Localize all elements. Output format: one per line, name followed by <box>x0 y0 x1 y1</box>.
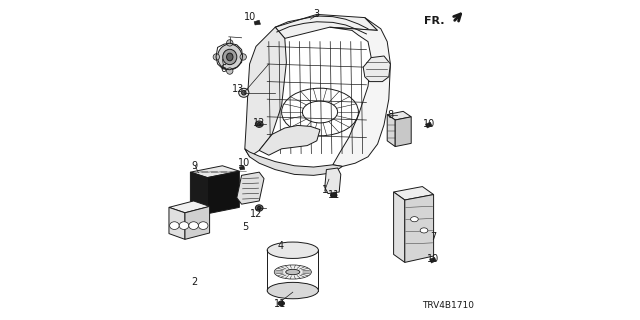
Ellipse shape <box>255 205 263 211</box>
Text: 4: 4 <box>278 241 284 251</box>
Text: 10: 10 <box>422 119 435 129</box>
Polygon shape <box>185 206 210 239</box>
Polygon shape <box>254 20 260 25</box>
Polygon shape <box>245 27 287 157</box>
Text: 12: 12 <box>250 209 262 220</box>
Text: 10: 10 <box>427 253 439 264</box>
Text: 9: 9 <box>191 161 198 171</box>
Text: TRV4B1710: TRV4B1710 <box>422 301 474 310</box>
Polygon shape <box>245 149 342 175</box>
Polygon shape <box>405 195 434 262</box>
Ellipse shape <box>240 54 246 60</box>
Text: 10: 10 <box>237 158 250 168</box>
Polygon shape <box>364 56 390 82</box>
Text: 12: 12 <box>253 118 266 128</box>
Ellipse shape <box>170 222 179 229</box>
Polygon shape <box>169 207 185 239</box>
Polygon shape <box>330 18 390 166</box>
Ellipse shape <box>274 265 311 279</box>
Polygon shape <box>169 201 210 213</box>
Text: 10: 10 <box>244 12 257 22</box>
Text: 3: 3 <box>314 9 320 20</box>
Text: 11: 11 <box>328 189 340 200</box>
Ellipse shape <box>227 40 233 46</box>
Ellipse shape <box>267 242 319 259</box>
Text: 5: 5 <box>243 222 249 232</box>
Text: 8: 8 <box>387 109 394 120</box>
Ellipse shape <box>242 91 246 95</box>
Ellipse shape <box>218 44 242 70</box>
Ellipse shape <box>213 54 220 60</box>
Polygon shape <box>191 172 207 214</box>
Polygon shape <box>396 117 412 147</box>
Text: 11: 11 <box>273 299 286 309</box>
Ellipse shape <box>257 123 261 126</box>
Ellipse shape <box>420 228 428 233</box>
Polygon shape <box>191 166 239 178</box>
Text: 6: 6 <box>220 64 227 74</box>
Polygon shape <box>387 111 412 120</box>
Text: 1: 1 <box>322 185 328 196</box>
Polygon shape <box>239 166 245 170</box>
Ellipse shape <box>189 222 198 229</box>
Text: 2: 2 <box>191 276 198 287</box>
Ellipse shape <box>223 49 237 65</box>
Ellipse shape <box>179 222 189 229</box>
Polygon shape <box>325 168 340 194</box>
Ellipse shape <box>331 193 337 197</box>
Ellipse shape <box>255 121 263 127</box>
Text: FR.: FR. <box>424 16 445 26</box>
Polygon shape <box>207 171 239 214</box>
Ellipse shape <box>198 222 208 229</box>
Ellipse shape <box>257 206 261 210</box>
Polygon shape <box>430 257 436 263</box>
Text: 13: 13 <box>232 84 244 94</box>
Text: 7: 7 <box>431 232 436 242</box>
Ellipse shape <box>285 269 300 275</box>
Ellipse shape <box>411 217 419 222</box>
Polygon shape <box>387 115 396 147</box>
Ellipse shape <box>227 53 233 61</box>
Polygon shape <box>237 172 264 204</box>
Polygon shape <box>259 125 320 155</box>
Polygon shape <box>394 192 405 262</box>
Ellipse shape <box>267 282 319 299</box>
Ellipse shape <box>227 68 233 74</box>
Ellipse shape <box>278 301 284 306</box>
Polygon shape <box>275 14 378 38</box>
Polygon shape <box>394 187 434 200</box>
Polygon shape <box>426 122 432 128</box>
Ellipse shape <box>239 88 249 97</box>
